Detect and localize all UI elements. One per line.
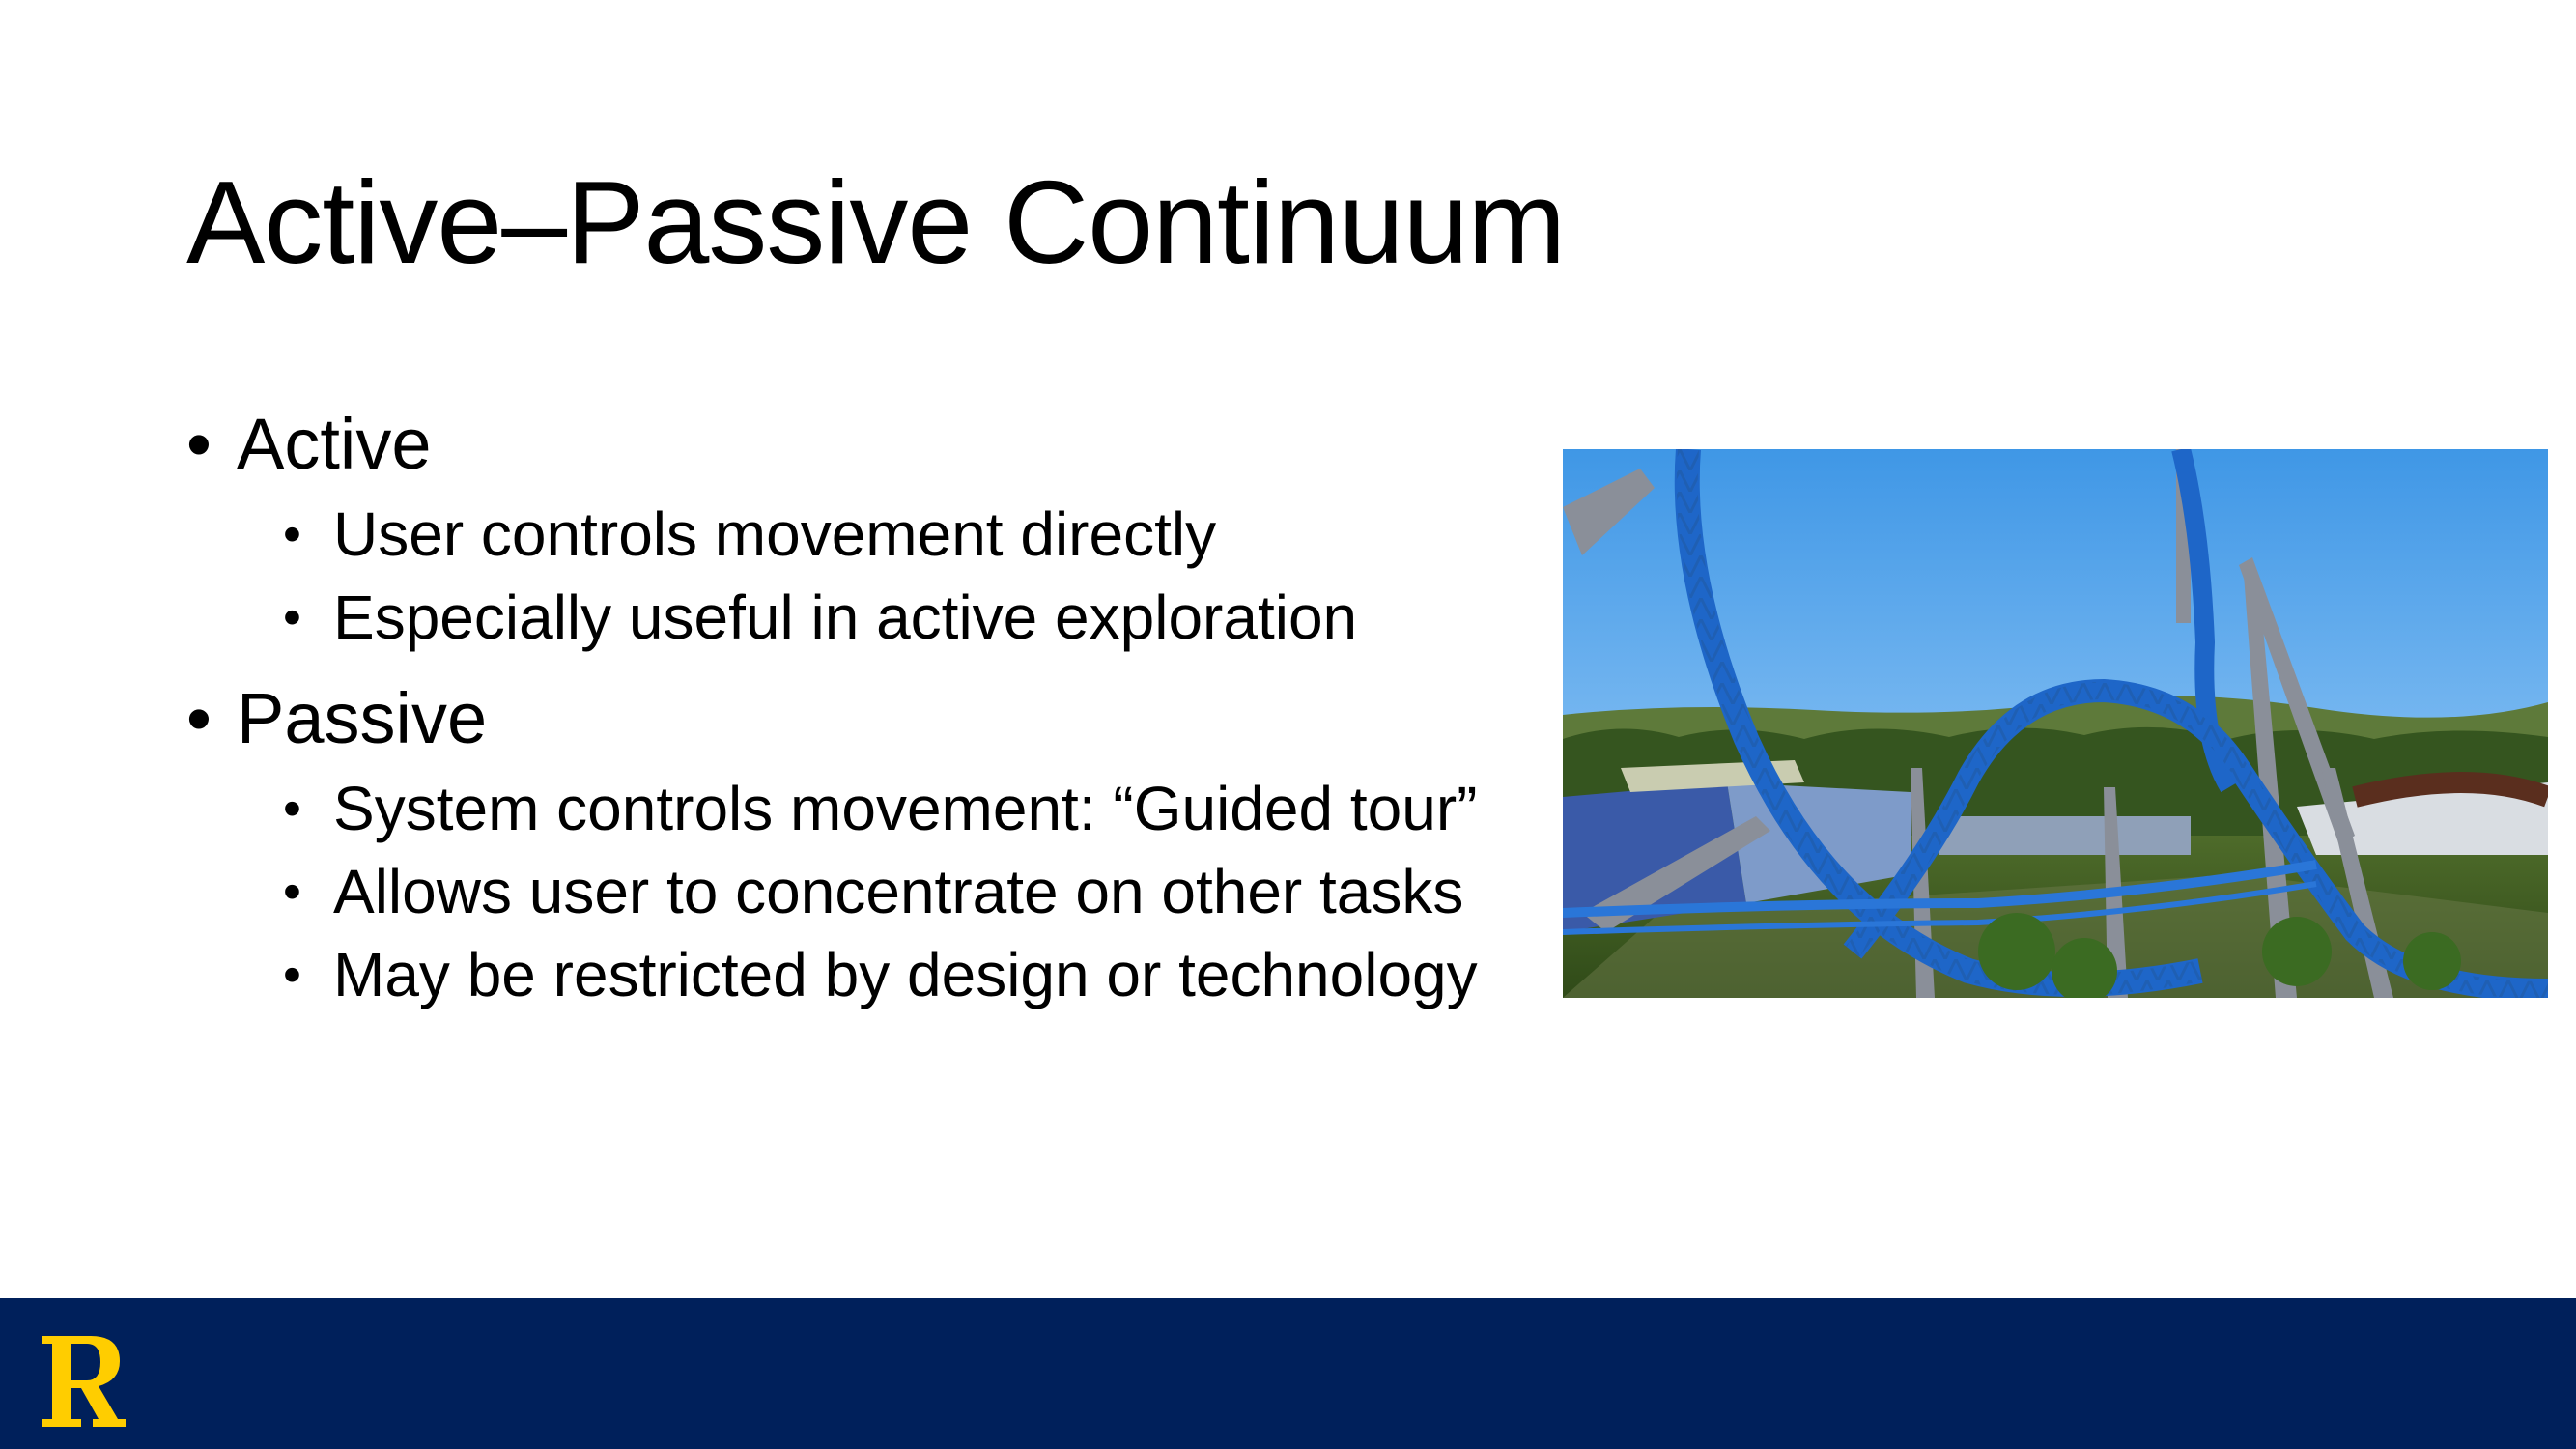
- bullet-glyph: •: [283, 780, 301, 838]
- bullet-label: Passive: [237, 678, 488, 758]
- sub-bullet: • User controls movement directly: [186, 493, 1558, 576]
- bullet-active: • Active: [186, 396, 1558, 493]
- bullet-glyph: •: [283, 505, 301, 563]
- bullet-list: • Active • User controls movement direct…: [186, 396, 1558, 1016]
- bullet-passive: • Passive: [186, 670, 1558, 767]
- sub-bullet-text: Especially useful in active exploration: [333, 582, 1358, 652]
- footer-bar: [0, 1298, 2576, 1449]
- slide-title: Active–Passive Continuum: [186, 156, 1566, 288]
- sub-bullet-text: Allows user to concentrate on other task…: [333, 857, 1464, 926]
- bullet-label: Active: [237, 404, 432, 484]
- bullet-glyph: •: [283, 863, 301, 921]
- bullet-glyph: •: [186, 404, 212, 484]
- sub-bullet-text: May be restricted by design or technolog…: [333, 940, 1478, 1009]
- bullet-glyph: •: [283, 588, 301, 646]
- sub-bullet: • System controls movement: “Guided tour…: [186, 767, 1558, 850]
- bullet-glyph: •: [283, 946, 301, 1004]
- sub-bullet-text: System controls movement: “Guided tour”: [333, 774, 1478, 843]
- university-logo: [42, 1336, 126, 1427]
- sub-bullet-text: User controls movement directly: [333, 499, 1217, 569]
- bullet-glyph: •: [186, 678, 212, 758]
- sub-bullet: • Allows user to concentrate on other ta…: [186, 850, 1558, 933]
- roller-coaster-image: [1563, 449, 2548, 998]
- sub-bullet: • Especially useful in active exploratio…: [186, 576, 1558, 659]
- sub-bullet: • May be restricted by design or technol…: [186, 933, 1558, 1016]
